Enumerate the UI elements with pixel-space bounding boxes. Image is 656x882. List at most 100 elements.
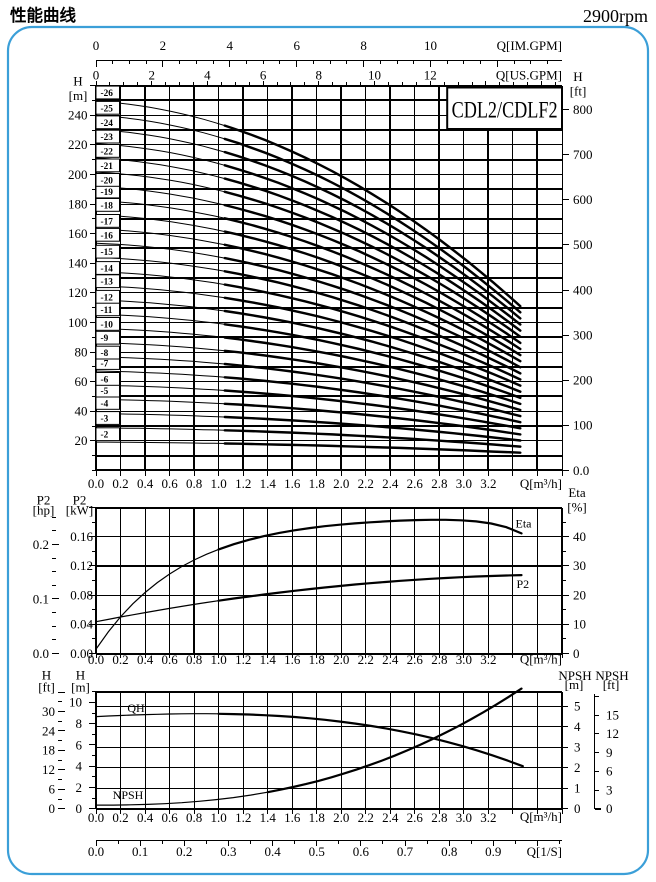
svg-text:0.4: 0.4 xyxy=(137,476,154,491)
svg-text:1.0: 1.0 xyxy=(210,810,226,825)
svg-text:Q[1/S]: Q[1/S] xyxy=(527,844,562,859)
svg-text:0: 0 xyxy=(574,801,581,816)
svg-text:H: H xyxy=(573,69,582,84)
svg-text:[m]: [m] xyxy=(69,88,88,103)
svg-text:H: H xyxy=(76,668,85,683)
svg-text:2.8: 2.8 xyxy=(431,810,447,825)
svg-text:-22: -22 xyxy=(101,147,114,157)
svg-text:12: 12 xyxy=(606,726,619,741)
svg-text:10: 10 xyxy=(424,38,437,53)
svg-text:3.2: 3.2 xyxy=(480,476,496,491)
svg-text:0.16: 0.16 xyxy=(70,529,93,544)
svg-text:2900rpm: 2900rpm xyxy=(583,6,648,26)
svg-text:NPSH: NPSH xyxy=(558,668,591,683)
svg-text:-4: -4 xyxy=(101,399,109,409)
svg-text:1: 1 xyxy=(574,781,581,796)
svg-text:4: 4 xyxy=(76,759,83,774)
svg-text:-11: -11 xyxy=(101,306,113,316)
svg-text:2.6: 2.6 xyxy=(407,476,424,491)
svg-text:30: 30 xyxy=(573,558,586,573)
svg-text:0.0: 0.0 xyxy=(88,844,104,859)
svg-text:0.4: 0.4 xyxy=(264,844,281,859)
svg-text:-7: -7 xyxy=(101,360,109,370)
svg-text:0.2: 0.2 xyxy=(112,476,128,491)
svg-text:Q[m³/h]: Q[m³/h] xyxy=(520,809,562,824)
svg-text:8: 8 xyxy=(360,38,367,53)
svg-text:1.6: 1.6 xyxy=(284,476,301,491)
svg-text:2.0: 2.0 xyxy=(333,476,349,491)
svg-text:30: 30 xyxy=(42,704,55,719)
svg-text:3.2: 3.2 xyxy=(480,810,496,825)
svg-text:2.8: 2.8 xyxy=(431,476,447,491)
svg-text:0.0: 0.0 xyxy=(33,646,49,661)
svg-text:0.0: 0.0 xyxy=(88,810,104,825)
svg-text:0.8: 0.8 xyxy=(186,810,202,825)
svg-text:P2: P2 xyxy=(73,493,87,508)
svg-text:NPSH: NPSH xyxy=(595,668,628,683)
svg-text:[m]: [m] xyxy=(565,677,584,692)
svg-text:100: 100 xyxy=(68,315,88,330)
svg-text:0.0: 0.0 xyxy=(88,476,104,491)
svg-text:1.6: 1.6 xyxy=(284,810,301,825)
svg-text:200: 200 xyxy=(573,373,593,388)
svg-text:2.6: 2.6 xyxy=(407,810,424,825)
svg-text:2.4: 2.4 xyxy=(382,476,399,491)
svg-text:0.08: 0.08 xyxy=(70,587,93,602)
svg-text:2: 2 xyxy=(574,760,581,775)
svg-text:Eta: Eta xyxy=(516,517,533,531)
svg-text:CDL2/CDLF2: CDL2/CDLF2 xyxy=(452,98,558,123)
svg-text:[kW]: [kW] xyxy=(66,503,93,518)
svg-text:2: 2 xyxy=(148,68,155,83)
svg-text:2.4: 2.4 xyxy=(382,652,399,667)
svg-text:300: 300 xyxy=(573,328,593,343)
svg-text:8: 8 xyxy=(316,68,323,83)
svg-text:-13: -13 xyxy=(101,278,114,288)
svg-text:12: 12 xyxy=(424,68,437,83)
svg-text:2: 2 xyxy=(76,780,83,795)
svg-text:1.4: 1.4 xyxy=(260,476,277,491)
svg-text:2.4: 2.4 xyxy=(382,810,399,825)
svg-text:3: 3 xyxy=(606,782,613,797)
svg-text:160: 160 xyxy=(68,226,88,241)
svg-text:0.2: 0.2 xyxy=(33,537,49,552)
svg-text:15: 15 xyxy=(606,707,619,722)
svg-text:-23: -23 xyxy=(101,133,114,143)
svg-text:0.04: 0.04 xyxy=(70,617,93,632)
svg-text:0.8: 0.8 xyxy=(186,652,202,667)
svg-text:-19: -19 xyxy=(101,188,114,198)
svg-text:180: 180 xyxy=(68,196,88,211)
svg-text:-12: -12 xyxy=(101,293,114,303)
svg-text:0.1: 0.1 xyxy=(33,591,49,606)
svg-text:H: H xyxy=(73,74,82,89)
svg-text:0: 0 xyxy=(573,646,580,661)
svg-text:-15: -15 xyxy=(101,248,114,258)
svg-text:0.7: 0.7 xyxy=(397,844,414,859)
svg-text:600: 600 xyxy=(573,192,593,207)
svg-text:1.8: 1.8 xyxy=(309,810,325,825)
svg-text:QH: QH xyxy=(127,701,145,715)
svg-text:0.5: 0.5 xyxy=(309,844,325,859)
svg-text:0.9: 0.9 xyxy=(485,844,501,859)
svg-text:P2: P2 xyxy=(517,577,530,591)
svg-text:0.2: 0.2 xyxy=(176,844,192,859)
svg-text:1.0: 1.0 xyxy=(210,652,226,667)
svg-text:220: 220 xyxy=(68,137,88,152)
svg-text:8: 8 xyxy=(76,716,83,731)
svg-text:0.4: 0.4 xyxy=(137,810,154,825)
svg-text:2.8: 2.8 xyxy=(431,652,447,667)
svg-text:-18: -18 xyxy=(101,201,114,211)
svg-text:4: 4 xyxy=(574,719,581,734)
svg-text:80: 80 xyxy=(75,344,88,359)
svg-text:10: 10 xyxy=(573,617,586,632)
svg-text:Q[m³/h]: Q[m³/h] xyxy=(520,476,562,491)
svg-text:3.2: 3.2 xyxy=(480,652,496,667)
svg-text:1.8: 1.8 xyxy=(309,476,325,491)
svg-text:6: 6 xyxy=(49,782,56,797)
svg-text:0.6: 0.6 xyxy=(161,810,178,825)
svg-text:-17: -17 xyxy=(101,217,114,227)
svg-text:1.8: 1.8 xyxy=(309,652,325,667)
svg-text:240: 240 xyxy=(68,108,88,123)
svg-text:10: 10 xyxy=(368,68,381,83)
svg-text:0.00: 0.00 xyxy=(70,646,93,661)
svg-text:0.12: 0.12 xyxy=(70,558,93,573)
